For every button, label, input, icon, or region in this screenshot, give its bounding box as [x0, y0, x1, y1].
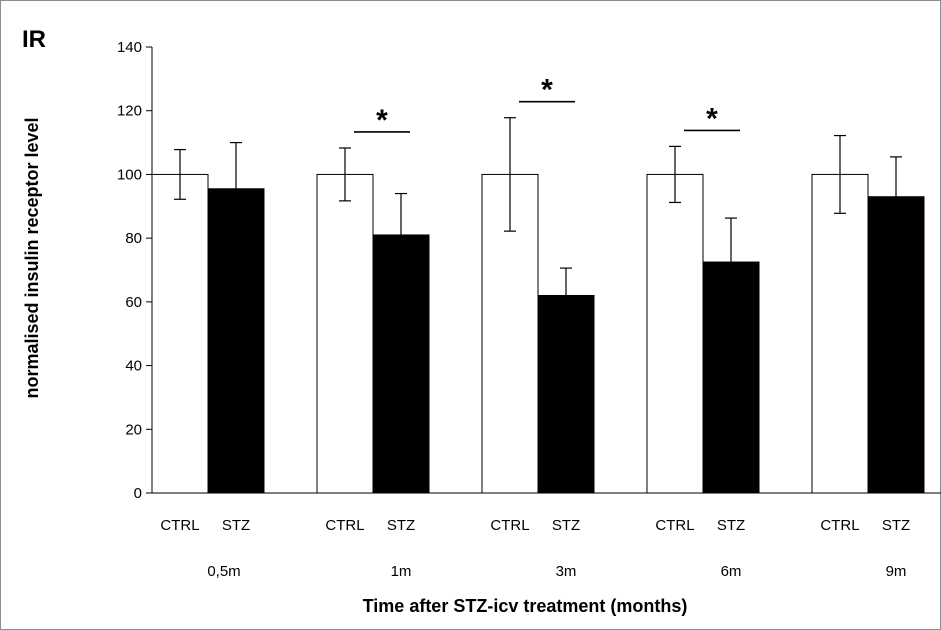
bar-label: CTRL	[160, 517, 199, 534]
bar-label: CTRL	[655, 517, 694, 534]
bar-label: CTRL	[490, 517, 529, 534]
significance-star: *	[541, 74, 553, 107]
bar-stz-1m	[372, 234, 430, 494]
group-label: 6m	[721, 563, 742, 580]
bar-label: STZ	[552, 517, 580, 534]
bar-label: CTRL	[820, 517, 859, 534]
y-axis-title: normalised insulin receptor level	[22, 117, 42, 398]
bar-stz-9m	[867, 196, 925, 494]
bar-ctrl-6m	[646, 173, 704, 494]
y-tick-label: 80	[125, 230, 142, 247]
bar-label: STZ	[222, 517, 250, 534]
plot-area: 0 20 40 60 80 100 120 140 CTRL STZ 0,5m CTRL STZ 1m * C…	[117, 39, 941, 580]
group-label: 9m	[886, 563, 907, 580]
bar-ctrl-1m	[316, 173, 374, 494]
bar-stz-6m	[702, 261, 760, 494]
group-label: 0,5m	[207, 563, 240, 580]
group-label: 3m	[556, 563, 577, 580]
significance-star: *	[706, 102, 718, 135]
y-tick-label: 60	[125, 294, 142, 311]
y-tick-label: 40	[125, 358, 142, 375]
bar-ctrl-0-5m	[151, 173, 209, 494]
bar-stz-3m	[537, 294, 595, 494]
y-tick-label: 100	[117, 166, 142, 183]
significance-star: *	[376, 104, 388, 137]
y-tick-label: 120	[117, 103, 142, 120]
group-label: 1m	[391, 563, 412, 580]
bar-stz-0-5m	[207, 188, 265, 494]
bar-ctrl-9m	[811, 173, 869, 494]
y-tick-label: 20	[125, 421, 142, 438]
bar-label: STZ	[717, 517, 745, 534]
y-tick-label: 0	[134, 485, 142, 502]
bar-label: STZ	[882, 517, 910, 534]
bar-label: STZ	[387, 517, 415, 534]
panel-label: IR	[22, 26, 46, 53]
bar-label: CTRL	[325, 517, 364, 534]
x-axis-title: Time after STZ-icv treatment (months)	[363, 596, 688, 616]
y-tick-label: 140	[117, 39, 142, 56]
